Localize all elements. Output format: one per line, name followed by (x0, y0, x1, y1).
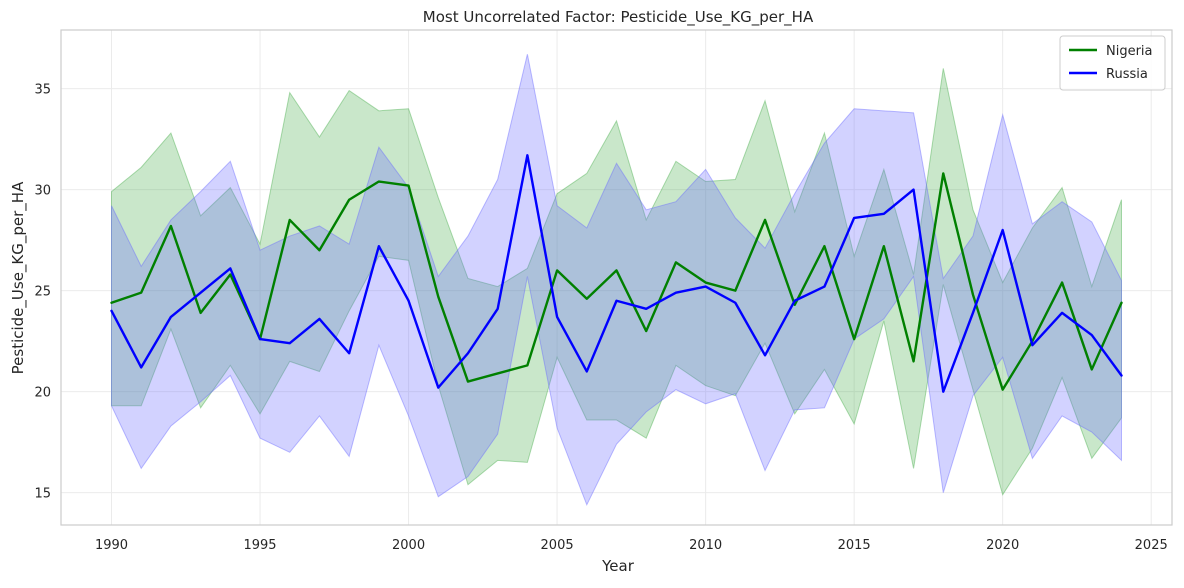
legend-label-nigeria: Nigeria (1106, 44, 1153, 59)
x-tick-label: 1990 (95, 538, 128, 553)
legend-label-russia: Russia (1106, 67, 1148, 82)
line-nigeria (110, 172, 1123, 391)
chart-title: Most Uncorrelated Factor: Pesticide_Use_… (423, 8, 814, 27)
plot-frame (60, 29, 1173, 526)
band-nigeria (111, 68, 1122, 496)
x-tick-label: 2005 (541, 538, 574, 553)
x-tick-label: 2000 (392, 538, 425, 553)
x-tick-label: 2015 (838, 538, 871, 553)
y-tick-label: 25 (34, 285, 51, 300)
confidence-bands (111, 54, 1122, 507)
y-axis-label: Pesticide_Use_KG_per_HA (9, 181, 28, 374)
y-tick-label: 35 (34, 83, 51, 98)
x-tick-label: 2020 (986, 538, 1019, 553)
x-tick-label: 1995 (243, 538, 276, 553)
x-tick-label: 2025 (1135, 538, 1168, 553)
x-tick-labels: 1990 1995 2000 2005 2010 2015 2020 2025 (95, 538, 1168, 553)
line-russia (110, 154, 1123, 393)
x-axis-label: Year (601, 557, 635, 575)
y-tick-labels: 15 20 25 30 35 (34, 83, 51, 502)
x-tick-label: 2010 (689, 538, 722, 553)
legend: Nigeria Russia (1059, 35, 1166, 91)
series-lines (110, 154, 1123, 393)
grid (61, 30, 1172, 525)
band-russia (111, 54, 1122, 507)
y-tick-label: 15 (34, 487, 51, 502)
y-tick-label: 30 (34, 184, 51, 199)
y-tick-label: 20 (34, 386, 51, 401)
